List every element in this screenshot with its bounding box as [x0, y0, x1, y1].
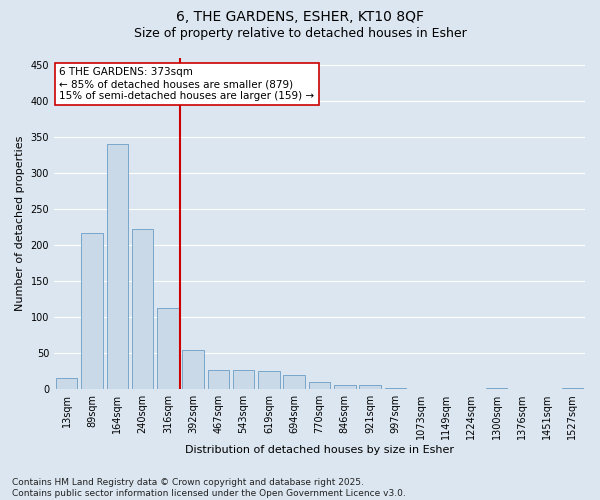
Bar: [157, 308, 179, 389]
Bar: [283, 376, 305, 389]
Text: Contains HM Land Registry data © Crown copyright and database right 2025.
Contai: Contains HM Land Registry data © Crown c…: [12, 478, 406, 498]
Bar: [258, 371, 280, 389]
Bar: [385, 388, 406, 389]
X-axis label: Distribution of detached houses by size in Esher: Distribution of detached houses by size …: [185, 445, 454, 455]
Bar: [309, 382, 330, 389]
Bar: [359, 386, 381, 389]
Bar: [107, 144, 128, 389]
Bar: [486, 388, 507, 389]
Bar: [81, 232, 103, 389]
Text: Size of property relative to detached houses in Esher: Size of property relative to detached ho…: [134, 28, 466, 40]
Bar: [132, 229, 153, 389]
Text: 6 THE GARDENS: 373sqm
← 85% of detached houses are smaller (879)
15% of semi-det: 6 THE GARDENS: 373sqm ← 85% of detached …: [59, 68, 314, 100]
Bar: [562, 388, 583, 389]
Bar: [334, 384, 356, 389]
Bar: [56, 378, 77, 389]
Text: 6, THE GARDENS, ESHER, KT10 8QF: 6, THE GARDENS, ESHER, KT10 8QF: [176, 10, 424, 24]
Bar: [233, 370, 254, 389]
Bar: [182, 350, 204, 389]
Y-axis label: Number of detached properties: Number of detached properties: [15, 136, 25, 311]
Bar: [208, 370, 229, 389]
